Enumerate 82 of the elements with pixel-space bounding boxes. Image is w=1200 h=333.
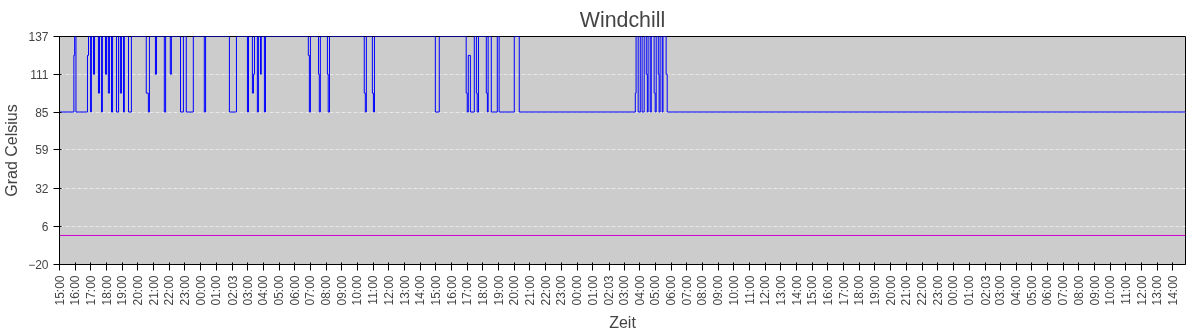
x-tick-label: 03:00	[993, 275, 1008, 306]
x-tick-label: 11:00	[742, 275, 757, 305]
x-tick-label: 22:00	[162, 275, 177, 306]
x-tick-label: 09:00	[711, 275, 726, 306]
x-tick-label: 19:00	[491, 275, 506, 306]
x-tick-label: 01:00	[962, 275, 977, 306]
x-tick-label: 03:00	[240, 275, 255, 306]
x-tick-label: 10:00	[350, 275, 365, 306]
x-tick-label: 17:00	[83, 275, 98, 306]
y-tick-label: −20	[28, 258, 49, 272]
x-tick-label: 07:00	[303, 275, 318, 306]
x-tick-label: 04:00	[1009, 275, 1024, 306]
x-tick-label: 23:00	[930, 275, 945, 306]
y-tick-label: 85	[35, 105, 49, 120]
x-tick-label: 21:00	[899, 275, 914, 306]
x-tick-label: 14:00	[789, 275, 804, 306]
x-tick-label: 02:03	[602, 275, 617, 306]
x-tick-label: 18:00	[852, 275, 867, 306]
x-tick-label: 04:00	[632, 275, 647, 306]
x-tick-label: 09:00	[334, 275, 349, 306]
x-tick-label: 00:00	[946, 275, 961, 306]
x-tick-label: 00:00	[193, 275, 208, 306]
x-tick-label: 18:00	[475, 275, 490, 306]
x-tick-label: 14:00	[1165, 275, 1180, 306]
x-tick-label: 01:00	[209, 275, 224, 306]
x-tick-label: 15:00	[52, 275, 67, 306]
x-tick-label: 21:00	[146, 275, 161, 306]
y-tick-label: 32	[35, 182, 49, 197]
x-tick-label: 16:00	[68, 275, 83, 306]
x-tick-label: 16:00	[820, 275, 835, 306]
x-tick-label: 20:00	[883, 275, 898, 306]
x-tick-label: 19:00	[115, 275, 130, 306]
x-tick-label: 05:00	[272, 275, 287, 306]
x-axis-title: Zeit	[609, 313, 637, 331]
x-tick-label: 20:00	[130, 275, 145, 306]
x-tick-label: 10:00	[726, 275, 741, 306]
x-tick-label: 15:00	[805, 275, 820, 306]
x-tick-label: 13:00	[773, 275, 788, 306]
x-tick-label: 17:00	[836, 275, 851, 306]
x-tick-label: 12:00	[1134, 275, 1149, 306]
x-tick-label: 23:00	[554, 275, 569, 306]
x-tick-label: 04:00	[256, 275, 271, 306]
x-tick-label: 09:00	[1087, 275, 1102, 306]
y-axis-title: Grad Celsius	[3, 104, 21, 197]
x-tick-label: 02:03	[225, 275, 240, 306]
y-tick-label: 6	[41, 220, 49, 235]
x-tick-label: 05:00	[648, 275, 663, 306]
x-tick-label: 07:00	[679, 275, 694, 306]
x-tick-label: 03:00	[617, 275, 632, 306]
chart-title: Windchill	[579, 7, 666, 32]
x-tick-label: 13:00	[397, 275, 412, 306]
y-tick-label: 111	[30, 67, 49, 82]
x-tick-label: 06:00	[287, 275, 302, 306]
y-tick-label: 59	[35, 143, 49, 158]
x-tick-label: 01:00	[585, 275, 600, 306]
x-tick-label: 11:00	[1118, 275, 1133, 305]
x-tick-label: 15:00	[428, 275, 443, 306]
x-tick-label: 19:00	[867, 275, 882, 306]
y-tick-label: 137	[28, 30, 49, 44]
x-tick-label: 23:00	[177, 275, 192, 306]
x-tick-label: 18:00	[99, 275, 114, 306]
x-tick-label: 20:00	[507, 275, 522, 306]
x-tick-label: 22:00	[538, 275, 553, 306]
x-tick-label: 11:00	[366, 275, 381, 305]
x-tick-label: 21:00	[522, 275, 537, 306]
x-tick-label: 06:00	[664, 275, 679, 306]
x-tick-label: 08:00	[695, 275, 710, 306]
x-tick-label: 13:00	[1150, 275, 1165, 306]
x-tick-label: 08:00	[1071, 275, 1086, 306]
x-tick-label: 14:00	[413, 275, 428, 306]
x-tick-label: 06:00	[1040, 275, 1055, 306]
x-tick-label: 02:03	[978, 275, 993, 306]
x-tick-label: 07:00	[1056, 275, 1071, 306]
x-tick-label: 22:00	[915, 275, 930, 306]
x-tick-label: 12:00	[758, 275, 773, 306]
x-tick-label: 08:00	[319, 275, 334, 306]
x-tick-label: 16:00	[444, 275, 459, 306]
x-tick-label: 17:00	[460, 275, 475, 306]
x-tick-label: 05:00	[1024, 275, 1039, 306]
x-tick-label: 00:00	[570, 275, 585, 306]
x-tick-label: 10:00	[1103, 275, 1118, 306]
x-tick-label: 12:00	[381, 275, 396, 306]
